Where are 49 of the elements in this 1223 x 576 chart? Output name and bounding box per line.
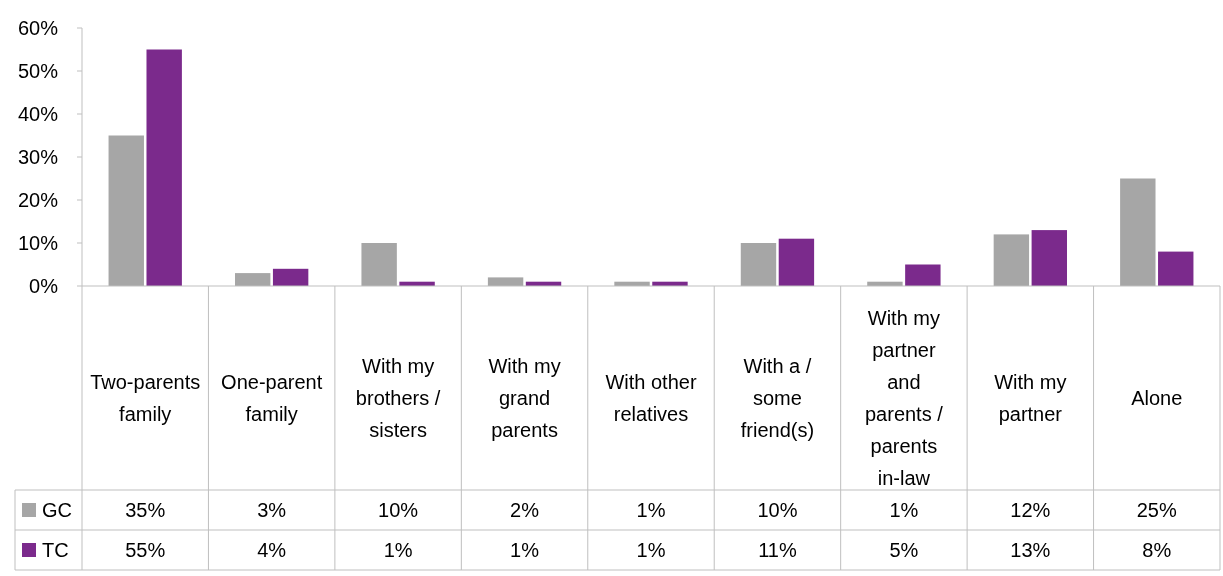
- y-tick-label: 60%: [17, 17, 59, 39]
- legend-label: TC: [42, 539, 69, 561]
- data-label: 1%: [510, 539, 540, 561]
- legend-label: GC: [42, 499, 72, 521]
- data-label: 1%: [889, 499, 919, 521]
- data-label: 25%: [1136, 499, 1178, 521]
- bar: [235, 273, 271, 286]
- data-label: 2%: [510, 499, 540, 521]
- y-tick-label: 10%: [17, 232, 59, 254]
- data-label: 1%: [383, 539, 413, 561]
- data-label: 1%: [636, 539, 666, 561]
- bar: [272, 268, 309, 286]
- data-label: 11%: [758, 539, 797, 561]
- bar: [740, 243, 777, 286]
- data-label: 1%: [636, 499, 666, 521]
- data-label: 10%: [378, 499, 419, 521]
- x-tick-label: With my grand parents: [488, 355, 561, 441]
- data-label: 8%: [1142, 539, 1172, 561]
- x-tick-label: With my brothers / sisters: [355, 355, 441, 441]
- y-tick-label: 20%: [17, 189, 59, 211]
- data-label: 55%: [125, 539, 166, 561]
- y-tick-label: 50%: [17, 60, 59, 82]
- x-tick-label: With a / some friend(s): [740, 355, 815, 441]
- bar: [487, 277, 524, 286]
- data-label: 3%: [257, 499, 287, 521]
- x-tick-label: With other relatives: [605, 371, 697, 425]
- data-label: 4%: [257, 539, 287, 561]
- y-tick-label: 40%: [17, 103, 59, 125]
- bar: [108, 135, 144, 286]
- bar: [1158, 251, 1194, 286]
- x-tick-label: With my partner and parents / parents in-law: [864, 307, 944, 489]
- x-tick-label: Alone: [1131, 387, 1183, 409]
- y-tick-label: 30%: [17, 146, 59, 168]
- bar: [1031, 230, 1067, 286]
- bar: [993, 234, 1030, 286]
- data-label: 13%: [1010, 539, 1051, 561]
- data-label: 12%: [1010, 499, 1051, 521]
- y-tick-label: 0%: [29, 275, 59, 297]
- x-tick-label: With my partner: [994, 371, 1067, 425]
- bar: [1120, 178, 1156, 286]
- bar: [146, 49, 182, 286]
- bar: [778, 238, 815, 286]
- bar: [361, 243, 397, 286]
- data-label: 35%: [125, 499, 166, 521]
- x-tick-label: One-parent family: [221, 371, 323, 425]
- data-label: 10%: [757, 499, 798, 521]
- bar: [905, 264, 941, 286]
- x-tick-label: Two-parents family: [90, 371, 201, 425]
- data-label: 5%: [889, 539, 919, 561]
